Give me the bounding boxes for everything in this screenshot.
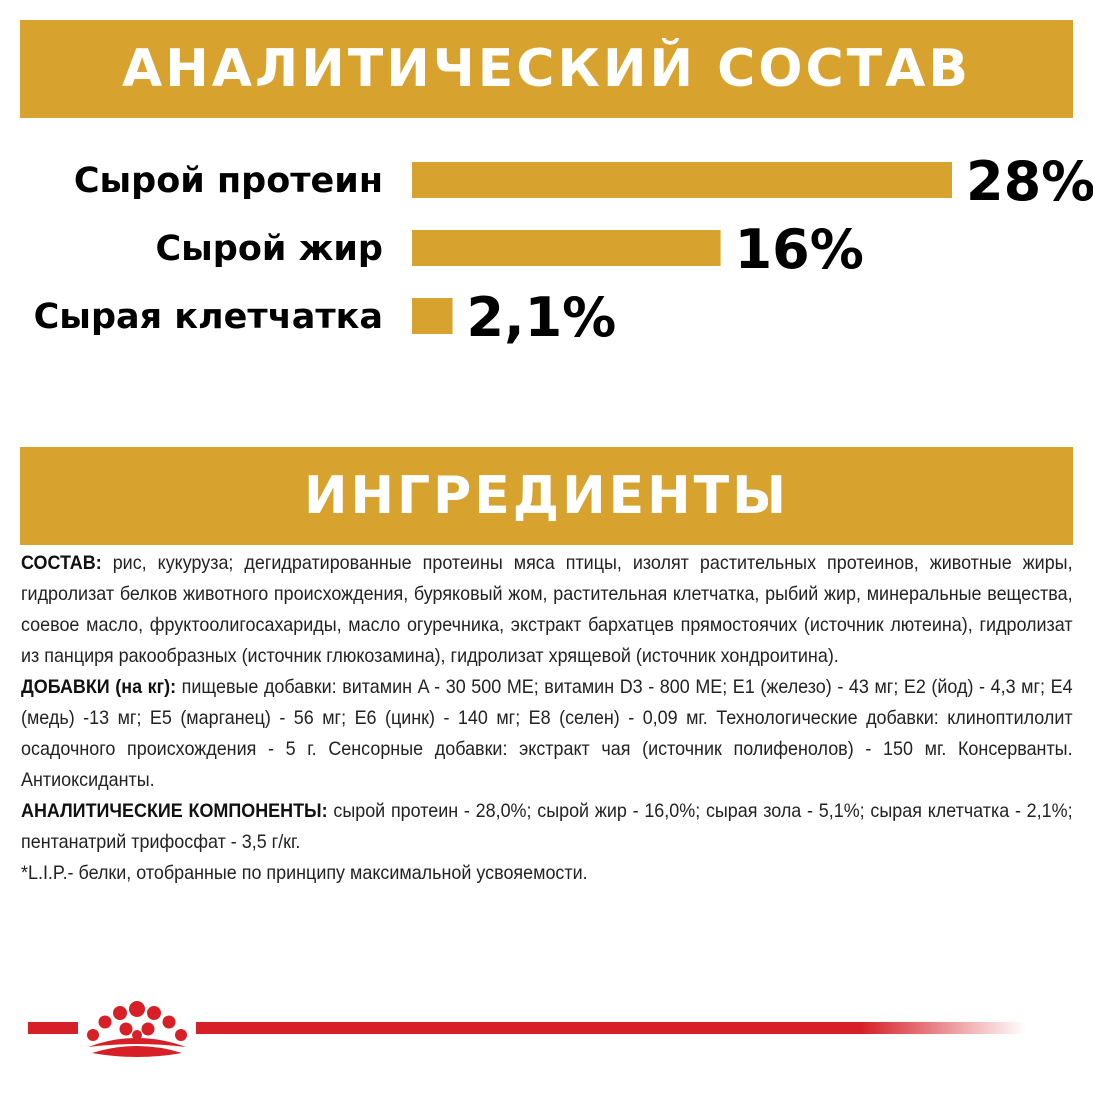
bar	[412, 162, 952, 198]
value-label: 2,1%	[467, 286, 617, 349]
analysis-bar-chart: Сырой протеин 28% Сырой жир 16% Сырая клетча…	[34, 150, 1093, 349]
ingredients-text: СОСТАВ: рис, кукуруза; дегидратированные…	[21, 548, 1073, 889]
category-label: Сырой жир	[155, 229, 383, 269]
bar	[412, 298, 453, 334]
footnote: *L.I.P.- белки, отобранные по принципу м…	[21, 862, 588, 884]
additives-label: ДОБАВКИ (на кг):	[21, 676, 177, 698]
analysis-banner: АНАЛИТИЧЕСКИЙ СОСТАВ	[20, 20, 1073, 118]
composition-paragraph: СОСТАВ: рис, кукуруза; дегидратированные…	[21, 548, 1073, 672]
footer-stripe-left	[28, 1022, 78, 1034]
analytical-text: сырой протеин - 28,0%; сырой жир - 16,0%…	[21, 800, 1073, 853]
category-label: Сырой протеин	[74, 161, 383, 201]
footer-stripe-right	[196, 1022, 1026, 1034]
composition-text: рис, кукуруза; дегидратированные протеин…	[21, 552, 1073, 667]
value-label: 28%	[966, 150, 1093, 213]
additives-text: пищевые добавки: витамин A - 30 500 МЕ; …	[21, 676, 1073, 791]
ingredients-banner: ИНГРЕДИЕНТЫ	[20, 447, 1073, 545]
category-label: Сырая клетчатка	[34, 297, 383, 337]
composition-label: СОСТАВ:	[21, 552, 102, 574]
ingredients-title: ИНГРЕДИЕНТЫ	[303, 466, 790, 526]
bar	[412, 230, 721, 266]
additives-paragraph: ДОБАВКИ (на кг): пищевые добавки: витами…	[21, 672, 1073, 796]
value-label: 16%	[735, 218, 864, 281]
royal-canin-crown-icon	[87, 1001, 187, 1057]
analysis-title: АНАЛИТИЧЕСКИЙ СОСТАВ	[122, 39, 971, 99]
analytical-paragraph: АНАЛИТИЧЕСКИЕ КОМПОНЕНТЫ: сырой протеин …	[21, 796, 1073, 858]
analytical-label: АНАЛИТИЧЕСКИЕ КОМПОНЕНТЫ:	[21, 800, 328, 822]
